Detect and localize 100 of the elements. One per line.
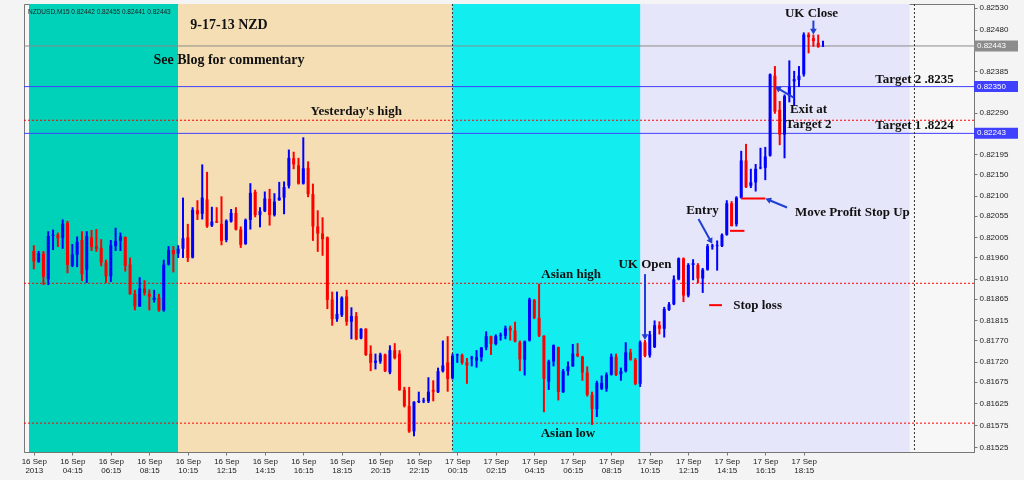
candlestick [609, 352, 613, 377]
candlestick [513, 320, 517, 344]
x-tick-label: 16 Sep 20:15 [368, 456, 395, 475]
candlestick [210, 205, 214, 228]
candlestick [75, 235, 79, 269]
x-tick-label: 17 Sep 06:15 [560, 456, 587, 475]
candlestick [186, 222, 190, 263]
x-tick-label: 17 Sep 02:15 [483, 456, 510, 475]
x-tick-label: 16 Sep 12:15 [214, 456, 241, 475]
candlestick [133, 288, 137, 312]
candlestick [296, 156, 300, 186]
candlestick [730, 200, 734, 228]
y-tick-label: 0.81865 [979, 294, 1009, 304]
x-tick-label: 17 Sep 14:15 [714, 456, 741, 475]
candlestick [446, 335, 450, 393]
y-tick-label: 0.81770 [979, 335, 1009, 345]
candlestick [349, 306, 353, 341]
x-tick-label: 16 Sep 06:15 [98, 456, 125, 475]
candlestick [763, 145, 767, 182]
candlestick [369, 344, 373, 373]
x-tick-label: 17 Sep 18:15 [791, 456, 818, 475]
candlestick [340, 295, 344, 318]
annotation: Move Profit Stop Up [794, 204, 910, 220]
candlestick [450, 352, 454, 381]
candlestick [32, 244, 36, 271]
ref-line-label: 0.82443 [977, 40, 1007, 50]
candlestick [614, 352, 618, 377]
candlestick [138, 276, 142, 308]
candlestick [758, 146, 762, 171]
candlestick [691, 258, 695, 282]
candlestick [167, 245, 171, 267]
candlestick [200, 163, 204, 221]
y-tick-label: 0.82150 [979, 169, 1009, 179]
candlestick [402, 385, 406, 409]
annotation: UK Open [618, 256, 673, 272]
y-tick-label: 0.81910 [979, 274, 1009, 284]
candlestick [272, 192, 276, 218]
candlestick [195, 199, 199, 221]
candlestick [330, 290, 334, 327]
candlestick [715, 239, 719, 272]
y-tick-label: 0.82055 [979, 211, 1009, 221]
x-tick-label: 17 Sep 00:15 [445, 456, 472, 475]
candlestick [648, 329, 652, 359]
candlestick [552, 343, 556, 368]
candlestick [527, 296, 531, 343]
x-tick-label: 17 Sep 10:15 [637, 456, 664, 475]
candlestick [701, 266, 705, 294]
y-tick-label: 0.82480 [979, 25, 1009, 35]
candlestick [335, 290, 339, 323]
candlestick [797, 65, 801, 89]
candlestick [523, 339, 527, 377]
x-tick-label: 17 Sep 12:15 [676, 456, 703, 475]
x-tick-label: 17 Sep 16:15 [753, 456, 780, 475]
annotation: Target 2 .8235 [875, 70, 955, 86]
x-tick-label: 16 Sep 08:15 [137, 456, 164, 475]
y-tick-label: 0.82100 [979, 191, 1009, 201]
candlestick [532, 298, 536, 321]
candlestick [66, 219, 69, 275]
candlestick [580, 354, 584, 382]
y-tick-label: 0.81625 [979, 398, 1009, 408]
candlestick [754, 162, 758, 193]
candlestick [171, 245, 175, 274]
candlestick [147, 288, 151, 312]
candlestick [426, 376, 430, 405]
candlestick [436, 366, 440, 394]
candlestick [465, 357, 469, 385]
candlestick [94, 228, 98, 253]
candlestick [219, 195, 223, 247]
candlestick [388, 344, 392, 376]
x-tick-label: 16 Sep 22:15 [406, 456, 433, 475]
text: 9-17-13 NZD [190, 17, 268, 32]
candlestick [301, 136, 305, 186]
annotation: Asian low [540, 425, 596, 441]
y-tick-label: 0.82530 [979, 3, 1009, 13]
candlestick [224, 218, 228, 244]
candlestick [653, 319, 657, 349]
y-tick-label: 0.81525 [979, 442, 1009, 452]
y-tick-label: 0.82195 [979, 149, 1009, 159]
x-tick-label: 16 Sep 18:15 [329, 456, 356, 475]
y-tick-label: 0.81960 [979, 252, 1009, 262]
candlestick [215, 206, 219, 224]
y-tick-label: 0.81675 [979, 377, 1009, 387]
annotation: Asian high [541, 266, 602, 282]
y-tick-label: 0.81720 [979, 357, 1009, 367]
candlestick [571, 343, 575, 368]
y-tick-label: 0.82290 [979, 108, 1009, 118]
y-tick-label: 0.82385 [979, 66, 1009, 76]
x-tick-label: 17 Sep 08:15 [599, 456, 626, 475]
x-tick-label: 16 Sep 2013 [21, 456, 48, 475]
candlestick [662, 305, 666, 339]
candlestick [258, 206, 262, 229]
candlestick [316, 209, 320, 253]
annotation: Target 1 .8224 [875, 117, 955, 133]
candlestick [321, 216, 325, 257]
ref-line-label: 0.82243 [977, 128, 1007, 138]
annotation: Stop loss [733, 297, 782, 313]
annotation: Yesterday's high [310, 103, 403, 119]
candlestick [114, 226, 118, 252]
candlestick [624, 341, 628, 374]
candlestick [354, 311, 358, 342]
